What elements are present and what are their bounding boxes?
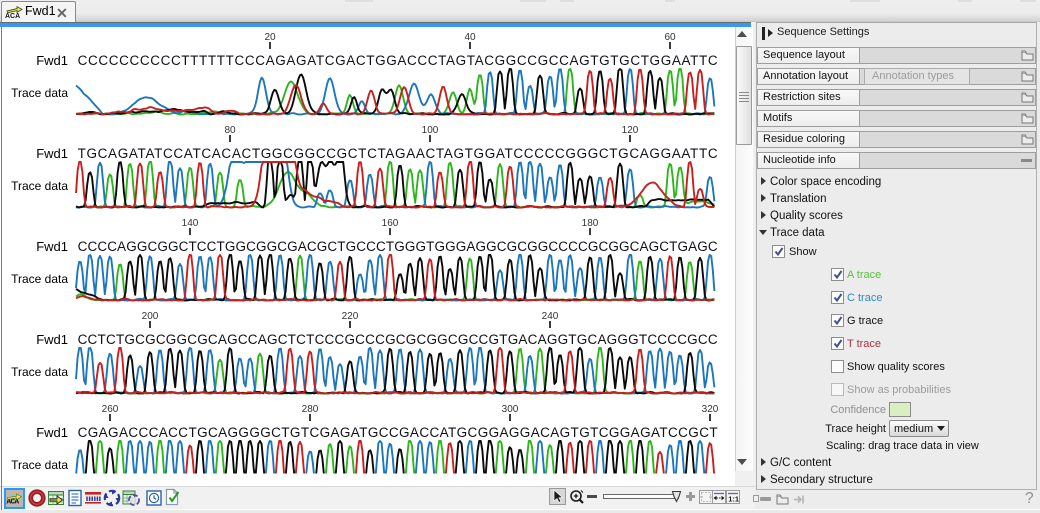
svg-text:Trace data: Trace data: [11, 272, 68, 286]
svg-text:Trace data: Trace data: [11, 365, 68, 379]
svg-text:320: 320: [702, 404, 719, 415]
svg-text:Fwd1: Fwd1: [36, 53, 68, 68]
svg-text:80: 80: [224, 125, 236, 136]
svg-text:140: 140: [182, 218, 199, 229]
svg-text:Fwd1: Fwd1: [36, 332, 68, 347]
svg-text:CCCCCCCCCCTTTTTTCCCAGAGATCGACT: CCCCCCCCCCTTTTTTCCCAGAGATCGACTGGACCCTAGT…: [78, 53, 718, 68]
svg-text:Trace data: Trace data: [11, 86, 68, 100]
svg-text:ACA: ACA: [7, 499, 20, 507]
svg-text:300: 300: [502, 404, 519, 415]
svg-text:100: 100: [422, 125, 439, 136]
svg-text:Fwd1: Fwd1: [36, 239, 68, 254]
svg-text:CCTCTGCGCGGCGCAGCCAGCTCTCCCGCC: CCTCTGCGCGGCGCAGCCAGCTCTCCCGCCCGCGCGGCGC…: [78, 332, 718, 347]
svg-text:Trace data: Trace data: [11, 179, 68, 193]
svg-text:Fwd1: Fwd1: [36, 146, 68, 161]
svg-text:220: 220: [342, 311, 359, 322]
svg-text:CGAGACCCACCTGCAGGGGCTGTCGAGATG: CGAGACCCACCTGCAGGGGCTGTCGAGATGCCGACCATGC…: [78, 425, 718, 440]
svg-text:Trace data: Trace data: [11, 458, 68, 472]
svg-text:ACA: ACA: [5, 13, 20, 20]
svg-text:240: 240: [542, 311, 559, 322]
svg-text:180: 180: [582, 218, 599, 229]
svg-text:120: 120: [622, 125, 639, 136]
svg-text:200: 200: [142, 311, 159, 322]
svg-text:160: 160: [382, 218, 399, 229]
svg-text:260: 260: [102, 404, 119, 415]
svg-text:Fwd1: Fwd1: [36, 425, 68, 440]
svg-text:40: 40: [464, 32, 476, 43]
svg-text:280: 280: [302, 404, 319, 415]
svg-text:60: 60: [664, 32, 676, 43]
svg-text:TGCAGATATCCATCACACTGGCGGCCGCTC: TGCAGATATCCATCACACTGGCGGCCGCTCTAGAACTAGT…: [78, 146, 718, 161]
svg-text:1:1: 1:1: [728, 495, 739, 504]
svg-text:20: 20: [264, 32, 276, 43]
svg-text:CCCCAGGCGGCTCCTGGCGGCGACGCTGCC: CCCCAGGCGGCTCCTGGCGGCGACGCTGCCCTGGGTGGGA…: [78, 239, 718, 254]
